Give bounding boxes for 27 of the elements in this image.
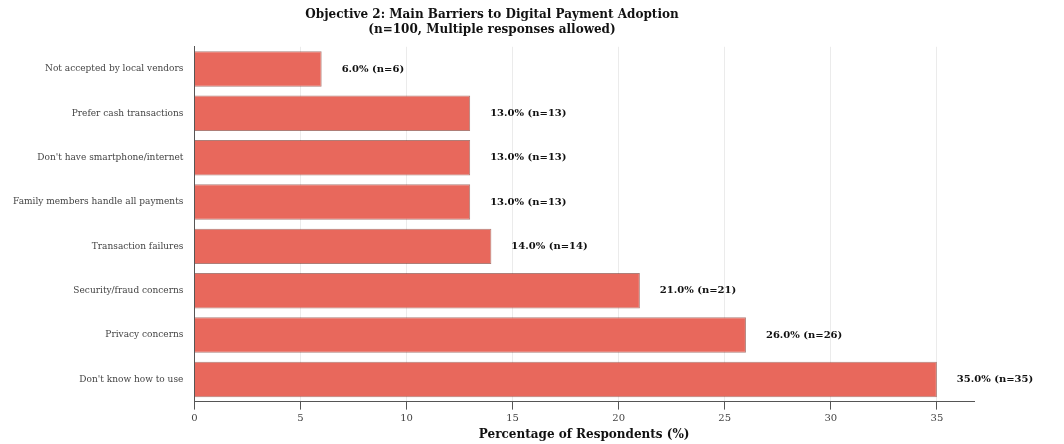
chart-subtitle: (n=100, Multiple responses allowed) <box>368 21 616 36</box>
data-label: 21.0% (n=21) <box>659 284 737 296</box>
data-label: 13.0% (n=13) <box>490 151 567 163</box>
data-label: 26.0% (n=26) <box>765 328 843 340</box>
data-label: 14.0% (n=14) <box>511 239 588 251</box>
x-tick-label: 30 <box>824 412 838 424</box>
y-tick-label: Transaction failures <box>91 240 184 251</box>
x-tick-label: 5 <box>297 412 304 424</box>
data-label: 13.0% (n=13) <box>490 195 567 207</box>
y-tick-label: Prefer cash transactions <box>71 107 184 118</box>
x-tick-label: 25 <box>718 412 732 424</box>
data-label: 6.0% (n=6) <box>341 62 405 74</box>
y-tick-label: Don't know how to use <box>79 373 184 384</box>
chart-title: Objective 2: Main Barriers to Digital Payment Adoption <box>305 7 679 22</box>
y-tick-label: Not accepted by local vendors <box>45 63 184 74</box>
x-tick-label: 10 <box>400 412 413 424</box>
x-tick-label: 20 <box>612 412 626 424</box>
x-tick-label: 15 <box>506 412 519 424</box>
x-tick-label: 35 <box>930 412 944 424</box>
x-tick-label: 0 <box>191 412 198 424</box>
y-tick-label: Don't have smartphone/internet <box>37 152 184 163</box>
data-label: 35.0% (n=35) <box>956 373 1034 385</box>
data-label: 13.0% (n=13) <box>490 106 567 118</box>
y-tick-label: Security/fraud concerns <box>73 285 184 296</box>
y-tick-label: Privacy concerns <box>105 329 184 340</box>
y-tick-label: Family members handle all payments <box>13 196 184 207</box>
x-axis-title: Percentage of Respondents (%) <box>478 426 690 441</box>
